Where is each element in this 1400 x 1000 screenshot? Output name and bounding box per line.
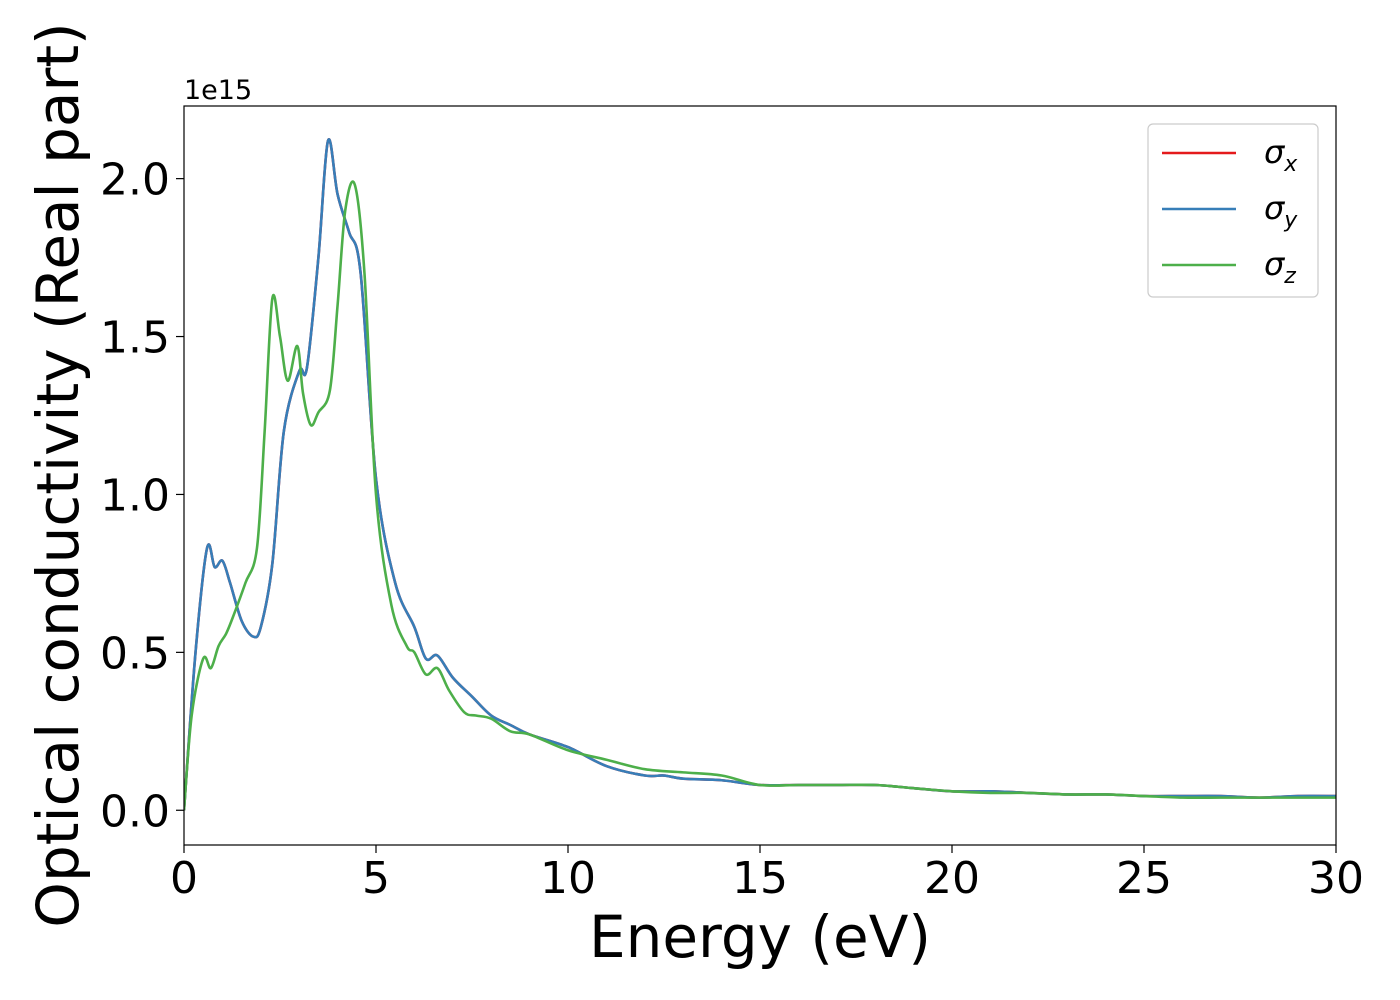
y-tick-label: 2.0 (100, 155, 170, 206)
x-tick-label: 25 (1116, 853, 1172, 904)
x-tick-label: 5 (362, 853, 390, 904)
y-tick-label: 1.0 (100, 470, 170, 521)
legend-label-x: σx (1264, 133, 1298, 177)
series-line-z (184, 180, 1336, 811)
x-tick-label: 10 (540, 853, 596, 904)
x-tick-label: 30 (1308, 853, 1364, 904)
y-axis-title: Optical conductivity (Real part) (24, 22, 92, 927)
x-axis-title: Energy (eV) (589, 903, 931, 971)
legend-box (1147, 123, 1319, 298)
axes-layer: 0 5 10 15 20 25 30 0.0 0.5 1.0 1.5 2.0 (100, 155, 1364, 904)
y-tick-label: 1.5 (100, 313, 170, 364)
y-tick-label: 0.5 (100, 628, 170, 679)
x-tick-label: 20 (924, 853, 980, 904)
x-tick-label: 15 (732, 853, 788, 904)
plot-layer (184, 138, 1336, 811)
x-tick-label: 0 (170, 853, 198, 904)
y-tick-label: 0.0 (100, 786, 170, 837)
y-offset-text: 1e15 (184, 75, 252, 106)
series-line-y (184, 138, 1336, 811)
